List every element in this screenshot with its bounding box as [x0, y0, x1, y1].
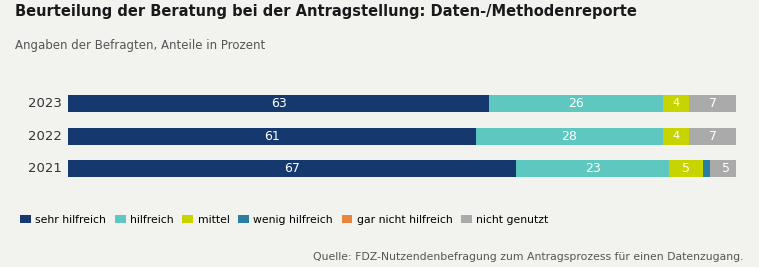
Bar: [689, 128, 736, 145]
Text: 5: 5: [682, 162, 690, 175]
Text: Quelle: FDZ-Nutzendenbefragung zum Antragsprozess für einen Datenzugang.: Quelle: FDZ-Nutzendenbefragung zum Antra…: [313, 252, 744, 262]
Text: 28: 28: [562, 130, 577, 143]
Bar: [710, 160, 743, 177]
Bar: [68, 128, 476, 145]
Text: Angaben der Befragten, Anteile in Prozent: Angaben der Befragten, Anteile in Prozen…: [15, 39, 266, 52]
Text: 2021: 2021: [28, 162, 61, 175]
Bar: [489, 95, 663, 112]
Text: 26: 26: [568, 97, 584, 110]
Bar: [68, 160, 516, 177]
Bar: [703, 160, 710, 177]
Text: Beurteilung der Beratung bei der Antragstellung: Daten-/Methodenreporte: Beurteilung der Beratung bei der Antrags…: [15, 4, 637, 19]
Legend: sehr hilfreich, hilfreich, mittel, wenig hilfreich, gar nicht hilfreich, nicht g: sehr hilfreich, hilfreich, mittel, wenig…: [20, 215, 549, 225]
Text: 61: 61: [264, 130, 280, 143]
Text: 7: 7: [709, 130, 716, 143]
Text: 4: 4: [672, 131, 679, 141]
Text: 2022: 2022: [28, 130, 61, 143]
Text: 2023: 2023: [28, 97, 61, 110]
Bar: [669, 160, 703, 177]
Bar: [663, 128, 689, 145]
Text: 63: 63: [271, 97, 287, 110]
Text: 7: 7: [709, 97, 716, 110]
Text: 67: 67: [284, 162, 300, 175]
Bar: [689, 95, 736, 112]
Bar: [68, 95, 489, 112]
Bar: [476, 128, 663, 145]
Bar: [663, 95, 689, 112]
Bar: [516, 160, 669, 177]
Text: 4: 4: [672, 99, 679, 108]
Text: 23: 23: [584, 162, 600, 175]
Text: 5: 5: [723, 162, 730, 175]
